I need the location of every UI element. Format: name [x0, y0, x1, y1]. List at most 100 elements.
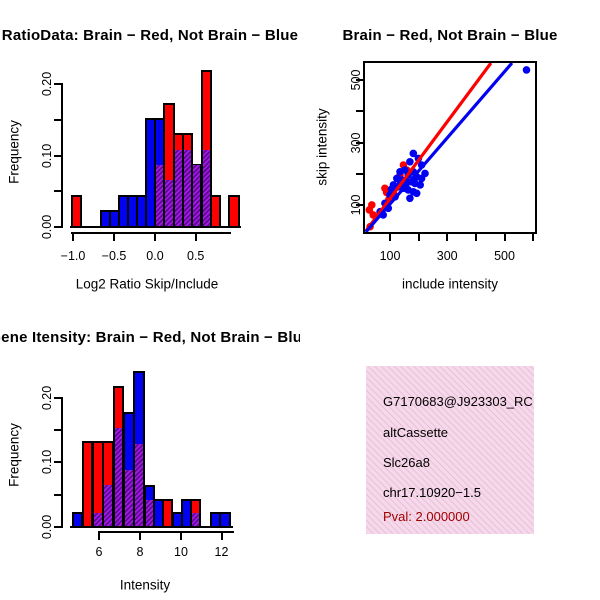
hist-bar — [70, 194, 82, 228]
scatter-title: Brain − Red, Not Brain − Blue — [342, 27, 558, 44]
info-line-3: chr17.10920−1.5 — [383, 485, 481, 500]
x-axis-tick — [532, 234, 535, 241]
hist-bar-overlap — [183, 149, 192, 226]
hist-bar-overlap — [156, 165, 164, 226]
x-axis-line — [98, 531, 234, 533]
intensity-hist-ylabel: Frequency — [6, 423, 22, 487]
hist-bar-overlap — [192, 513, 200, 526]
y-axis-line — [61, 397, 63, 528]
x-tick-label: 100 — [379, 249, 401, 263]
hist-bar-overlap — [145, 499, 153, 526]
y-axis-tick — [356, 79, 363, 81]
scatter-point-blue — [409, 149, 418, 158]
scatter-point-blue — [522, 66, 531, 74]
y-tick-label: 0.00 — [40, 214, 54, 239]
hist-bar — [190, 498, 202, 528]
x-axis-tick — [113, 234, 115, 241]
y-axis-tick — [54, 119, 61, 121]
hist-bar-overlap — [193, 164, 201, 226]
y-axis-tick — [54, 461, 61, 463]
y-axis-tick — [54, 190, 61, 192]
intensity-hist-title: Gene Itensity: Brain − Red, Not Brain − … — [0, 329, 300, 346]
hist-bar-overlap — [202, 149, 210, 226]
y-tick-label: 100 — [349, 194, 363, 216]
hist-bar-overlap — [94, 513, 102, 526]
x-axis-tick — [98, 533, 100, 540]
panel-ratio-histogram: RatioData: Brain − Red, Not Brain − Blue — [0, 0, 300, 300]
hist-bar — [209, 194, 222, 228]
x-tick-label: 0.0 — [146, 249, 164, 263]
x-tick-label: −1.0 — [60, 249, 86, 263]
y-tick-label: 0.10 — [40, 143, 54, 168]
x-axis-tick — [417, 234, 420, 241]
scatter-point-blue — [396, 168, 404, 176]
x-axis-tick — [139, 533, 141, 540]
info-line-1: altCassette — [383, 425, 449, 440]
y-axis-tick — [54, 83, 61, 86]
info-line-0: G7170683@J923303_RC — [383, 394, 533, 409]
scatter-point-blue — [417, 174, 426, 183]
x-axis-tick — [154, 234, 156, 241]
x-tick-label: 6 — [95, 545, 103, 559]
info-line-2: Slc26a8 — [383, 454, 430, 470]
y-axis-tick — [356, 172, 363, 175]
hist-bar — [228, 194, 240, 228]
hist-bar-overlap — [104, 485, 112, 526]
x-tick-label: 8 — [136, 545, 144, 559]
y-axis-tick — [54, 429, 61, 431]
y-axis-tick — [356, 141, 363, 144]
hist-bar — [219, 512, 231, 528]
scatter-point-blue — [416, 181, 424, 189]
y-axis-tick — [54, 493, 61, 496]
y-tick-label: 0.10 — [40, 449, 54, 475]
scatter-point-blue — [412, 189, 421, 198]
ratio-hist-ylabel: Frequency — [6, 120, 22, 184]
ratio-hist-title: RatioData: Brain − Red, Not Brain − Blue — [1, 27, 299, 44]
hist-bar — [200, 70, 212, 228]
x-tick-label: 500 — [494, 249, 515, 263]
scatter-canvas — [365, 63, 531, 232]
hist-bar-overlap — [165, 180, 173, 226]
hist-bar — [133, 370, 145, 528]
scatter-point-blue — [406, 194, 414, 203]
panel-intensity-histogram: Gene Itensity: Brain − Red, Not Brain − … — [0, 300, 300, 600]
scatter-xlabel: include intensity — [401, 276, 499, 292]
scatter-point-blue — [406, 158, 414, 166]
hist-bar-overlap — [135, 443, 143, 526]
x-tick-label: 300 — [436, 249, 458, 263]
fit-line-blue — [365, 63, 514, 232]
y-axis-tick — [54, 154, 61, 157]
scatter-ylabel: skip intensity — [314, 108, 330, 186]
x-axis-tick — [194, 234, 197, 241]
hist-bar-overlap — [114, 428, 123, 526]
y-axis-tick — [54, 525, 61, 528]
x-axis-tick — [72, 234, 74, 241]
y-tick-label: 0.00 — [40, 514, 54, 539]
intensity-hist-xlabel: Intensity — [119, 577, 171, 593]
x-tick-label: 10 — [174, 545, 188, 559]
fit-line-red — [365, 63, 493, 232]
x-axis-tick — [446, 234, 449, 241]
x-tick-label: 12 — [214, 545, 229, 559]
y-axis-tick — [54, 225, 61, 228]
scatter-plot-box — [363, 61, 537, 234]
x-tick-label: 0.5 — [186, 249, 205, 263]
y-axis-line — [61, 83, 63, 228]
info-box: G7170683@J923303_RC altCassette Slc26a8 chr… — [366, 366, 534, 534]
x-axis-tick — [389, 234, 391, 241]
x-axis-tick — [180, 533, 182, 540]
x-axis-line — [71, 232, 231, 234]
y-tick-label: 0.20 — [40, 385, 54, 411]
hist-bar-overlap — [174, 149, 182, 226]
y-tick-label: 300 — [349, 132, 363, 153]
y-axis-tick — [356, 110, 363, 113]
y-axis-tick — [356, 204, 363, 206]
x-axis-tick — [503, 234, 506, 241]
ratio-hist-xlabel: Log2 Ratio Skip/Include — [75, 276, 219, 292]
y-tick-label: 0.20 — [40, 72, 54, 97]
y-tick-label: 500 — [349, 69, 363, 91]
x-axis-tick — [220, 533, 223, 540]
x-axis-tick — [474, 234, 477, 241]
info-line-4: Pval: 2.000000 — [383, 509, 470, 524]
x-tick-label: −0.5 — [101, 249, 127, 263]
